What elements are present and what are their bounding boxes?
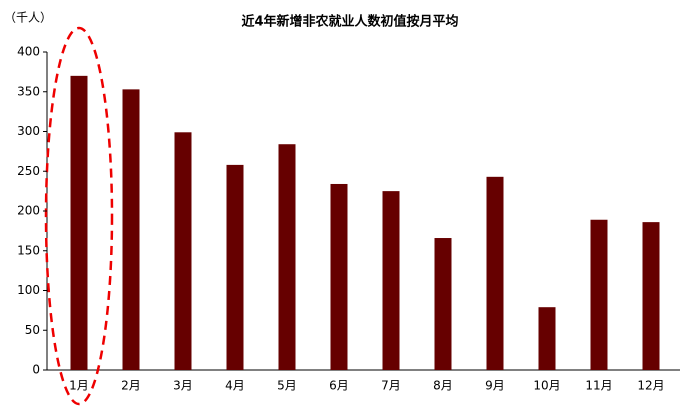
y-tick-label: 250 xyxy=(17,164,40,178)
y-tick-label: 350 xyxy=(17,84,40,98)
highlight-ellipse xyxy=(44,26,114,406)
x-tick-label: 10月 xyxy=(533,379,560,393)
y-tick-label: 300 xyxy=(17,124,40,138)
bar xyxy=(538,307,556,370)
bar xyxy=(278,144,296,370)
y-tick-label: 200 xyxy=(17,204,40,218)
x-tick-label: 6月 xyxy=(329,379,349,393)
chart-title: 近4年新增非农就业人数初值按月平均 xyxy=(241,14,458,30)
x-tick-label: 8月 xyxy=(433,379,453,393)
bar xyxy=(642,222,660,370)
y-tick-label: 150 xyxy=(17,243,40,257)
x-tick-label: 1月 xyxy=(69,379,89,393)
bar xyxy=(174,132,192,370)
bar xyxy=(486,176,504,370)
x-tick-label: 3月 xyxy=(173,379,193,393)
bar xyxy=(122,89,140,371)
x-tick-label: 7月 xyxy=(381,379,401,393)
bar xyxy=(330,183,348,370)
bar xyxy=(70,75,88,370)
bar xyxy=(590,219,608,370)
y-tick-label: 0 xyxy=(32,363,40,377)
x-tick-label: 2月 xyxy=(121,379,141,393)
x-tick-label: 12月 xyxy=(637,379,664,393)
bar xyxy=(382,191,400,370)
bar xyxy=(226,164,244,370)
x-tick-label: 11月 xyxy=(585,379,612,393)
x-tick-label: 9月 xyxy=(485,379,505,393)
y-tick-label: 50 xyxy=(25,323,40,337)
x-tick-label: 5月 xyxy=(277,379,297,393)
x-tick-label: 4月 xyxy=(225,379,245,393)
y-tick-label: 100 xyxy=(17,283,40,297)
y-axis-label: （千人） xyxy=(4,11,52,25)
y-tick-label: 400 xyxy=(17,45,40,59)
bar xyxy=(434,238,452,370)
